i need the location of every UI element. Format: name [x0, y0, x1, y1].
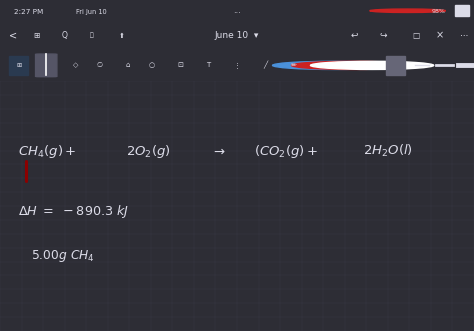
- Text: $\Delta H\ =\ -890.3\ kJ$: $\Delta H\ =\ -890.3\ kJ$: [18, 203, 129, 219]
- Circle shape: [370, 9, 446, 13]
- Text: ↪: ↪: [379, 31, 387, 40]
- Text: June 10  ▾: June 10 ▾: [215, 31, 259, 40]
- Text: $\rightarrow$: $\rightarrow$: [211, 145, 226, 158]
- Text: $5.00g\ CH_{4}$: $5.00g\ CH_{4}$: [31, 248, 94, 264]
- Text: ...: ...: [233, 6, 241, 15]
- Text: ↩: ↩: [351, 31, 358, 40]
- Text: $(CO_2(g)+$: $(CO_2(g)+$: [254, 143, 318, 160]
- Text: ×: ×: [436, 30, 444, 41]
- Text: Fri Jun 10: Fri Jun 10: [76, 9, 107, 15]
- Text: 98%: 98%: [431, 9, 445, 14]
- Text: Q: Q: [62, 31, 67, 40]
- Text: ⌂: ⌂: [126, 62, 130, 69]
- Text: ✏: ✏: [291, 62, 297, 69]
- FancyBboxPatch shape: [36, 54, 57, 77]
- Circle shape: [273, 61, 396, 70]
- Text: ╱: ╱: [264, 61, 267, 70]
- Circle shape: [310, 61, 434, 70]
- FancyBboxPatch shape: [455, 5, 469, 16]
- Text: ○: ○: [149, 62, 155, 69]
- Text: ⊞: ⊞: [33, 31, 39, 40]
- Text: T: T: [207, 62, 210, 69]
- Text: ⊞: ⊞: [16, 63, 22, 68]
- Text: 2:27 PM: 2:27 PM: [14, 9, 44, 15]
- Text: $2H_2O(l)$: $2H_2O(l)$: [363, 143, 412, 159]
- Text: ⋯: ⋯: [460, 31, 468, 40]
- FancyBboxPatch shape: [9, 56, 28, 75]
- Text: <: <: [9, 30, 18, 41]
- Text: ⋮: ⋮: [234, 62, 240, 69]
- Text: 🔖: 🔖: [90, 33, 94, 38]
- Text: □: □: [412, 31, 419, 40]
- Text: ⊡: ⊡: [177, 62, 183, 69]
- Circle shape: [292, 61, 415, 70]
- Text: ∅: ∅: [97, 62, 102, 69]
- Text: $2O_2(g)$: $2O_2(g)$: [126, 143, 170, 160]
- Text: ⬆: ⬆: [118, 32, 124, 39]
- Text: ◇: ◇: [73, 62, 79, 69]
- FancyBboxPatch shape: [386, 56, 405, 75]
- Text: $CH_4(g)+$: $CH_4(g)+$: [18, 143, 76, 160]
